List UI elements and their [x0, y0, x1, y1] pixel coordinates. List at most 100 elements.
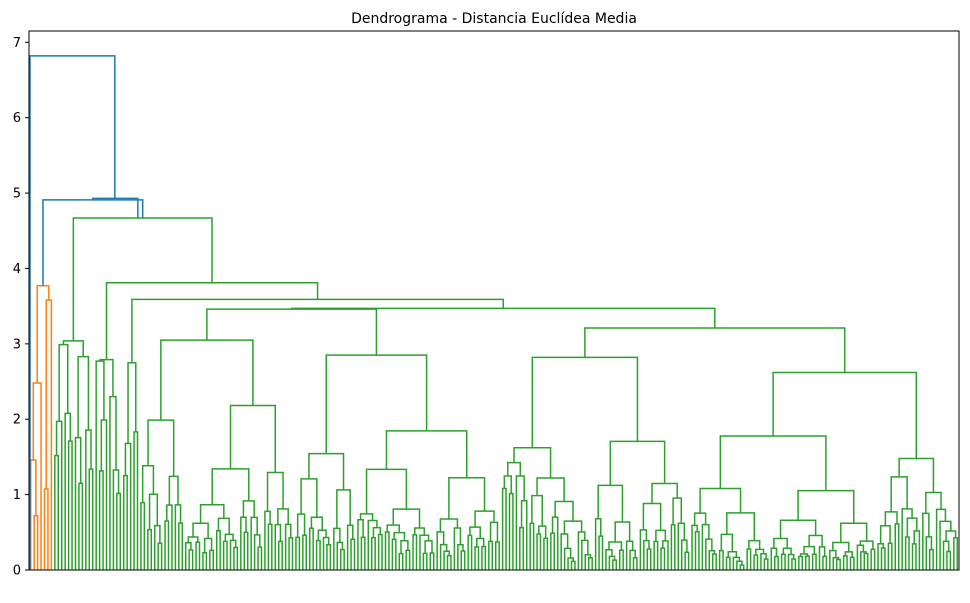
- dendrogram-link: [78, 482, 84, 570]
- dendrogram-link: [519, 526, 525, 570]
- dendrogram-link: [913, 530, 921, 570]
- dendrogram-link: [457, 543, 464, 570]
- dendrogram-link: [199, 504, 225, 524]
- dendrogram-link: [746, 548, 752, 570]
- dendrogram-link: [672, 497, 683, 525]
- dendrogram-link: [605, 549, 613, 570]
- dendrogram-link: [691, 524, 698, 570]
- dendrogram-link: [799, 553, 809, 557]
- dendrogram-link: [935, 508, 947, 570]
- dendrogram-link: [288, 537, 294, 570]
- dendrogram-link: [187, 536, 199, 543]
- dendrogram-link: [887, 542, 893, 570]
- dendrogram-link: [594, 518, 602, 570]
- dendrogram-link: [753, 554, 759, 570]
- dendrogram-link: [296, 513, 306, 538]
- dendrogram-link: [639, 529, 648, 570]
- dendrogram-link: [748, 539, 761, 550]
- dendrogram-link: [822, 555, 828, 570]
- dendrogram-link: [699, 487, 742, 514]
- dendrogram-link: [243, 531, 249, 570]
- dendrogram-link: [164, 520, 170, 570]
- dendrogram-link: [718, 549, 724, 570]
- dendrogram-link: [832, 556, 840, 570]
- dendrogram-link: [880, 547, 886, 570]
- dendrogram-link: [832, 541, 850, 552]
- dendrogram-link: [643, 539, 650, 570]
- dendrogram-link: [195, 541, 201, 570]
- dendrogram-link: [536, 533, 542, 570]
- dendrogram-link: [267, 523, 273, 570]
- dendrogram-link: [773, 555, 779, 570]
- dendrogram-link: [770, 547, 778, 570]
- dendrogram-link: [446, 554, 452, 570]
- dendrogram-link: [229, 539, 237, 570]
- dendrogram-link: [141, 464, 155, 503]
- dendrogram-link: [365, 468, 408, 514]
- dendrogram-link: [392, 508, 421, 528]
- dendrogram-link: [240, 516, 247, 570]
- dendrogram-link: [608, 555, 616, 570]
- dendrogram-link: [336, 489, 351, 529]
- dendrogram-link: [178, 522, 184, 570]
- dendrogram-link: [140, 501, 146, 570]
- dendrogram-link: [598, 535, 604, 570]
- dendrogram-link: [98, 470, 104, 570]
- dendrogram-link: [398, 552, 404, 570]
- dendrogram-link: [531, 356, 639, 448]
- dendrogram-link: [215, 530, 221, 570]
- dendrogram-link: [439, 518, 459, 532]
- dendrogram-link: [755, 548, 765, 556]
- dendrogram-link: [859, 540, 874, 550]
- dendrogram-link: [393, 531, 406, 541]
- dendrogram-link: [829, 549, 837, 570]
- dendrogram-link: [336, 541, 344, 570]
- dendrogram-link: [360, 536, 366, 570]
- dendrogram-link: [508, 492, 514, 570]
- dendrogram-link: [694, 531, 700, 570]
- dendrogram-link: [443, 550, 450, 570]
- dendrogram-link: [804, 555, 810, 570]
- dendrogram-link: [100, 419, 108, 570]
- dendrogram-link: [503, 475, 512, 494]
- dendrogram-link: [632, 557, 638, 570]
- dendrogram-link: [264, 510, 271, 570]
- dendrogram-link: [153, 524, 161, 570]
- dendrogram-link: [849, 556, 855, 570]
- dendrogram-link: [531, 494, 543, 527]
- dendrogram-link: [112, 469, 120, 570]
- dendrogram-link: [203, 537, 213, 553]
- dendrogram-link: [835, 558, 841, 570]
- dendrogram-link: [74, 436, 82, 570]
- dendrogram-link: [385, 430, 468, 478]
- dendrogram-link: [763, 558, 769, 570]
- dendrogram-link: [302, 534, 308, 570]
- dendrogram-link: [317, 529, 327, 541]
- dendrogram-link: [614, 521, 631, 543]
- dendrogram-link: [476, 537, 485, 547]
- dendrogram-link: [109, 395, 117, 570]
- dendrogram-link: [570, 560, 576, 570]
- dendrogram-link: [308, 527, 314, 570]
- dendrogram-link: [391, 538, 397, 570]
- dendrogram-link: [726, 512, 756, 541]
- y-tick-label: 7: [13, 36, 21, 51]
- dendrogram-link: [315, 539, 321, 570]
- dendrogram-link: [870, 548, 876, 570]
- dendrogram-link: [308, 452, 345, 490]
- dendrogram-link: [577, 531, 586, 570]
- dendrogram-link: [67, 440, 73, 570]
- dendrogram-link: [467, 534, 473, 570]
- dendrogram-link: [346, 524, 354, 570]
- dendrogram-link: [77, 355, 90, 438]
- dendrogram-link: [772, 371, 918, 459]
- dendrogram-link: [277, 540, 283, 570]
- dendrogram-link: [906, 517, 918, 538]
- dendrogram-link: [904, 536, 910, 570]
- dendrogram-link: [157, 542, 163, 570]
- dendrogram-link: [229, 404, 277, 473]
- dendrogram-link: [507, 461, 522, 477]
- dendrogram-link: [322, 536, 330, 570]
- plot-frame: [28, 30, 960, 571]
- dendrogram-link: [386, 524, 401, 533]
